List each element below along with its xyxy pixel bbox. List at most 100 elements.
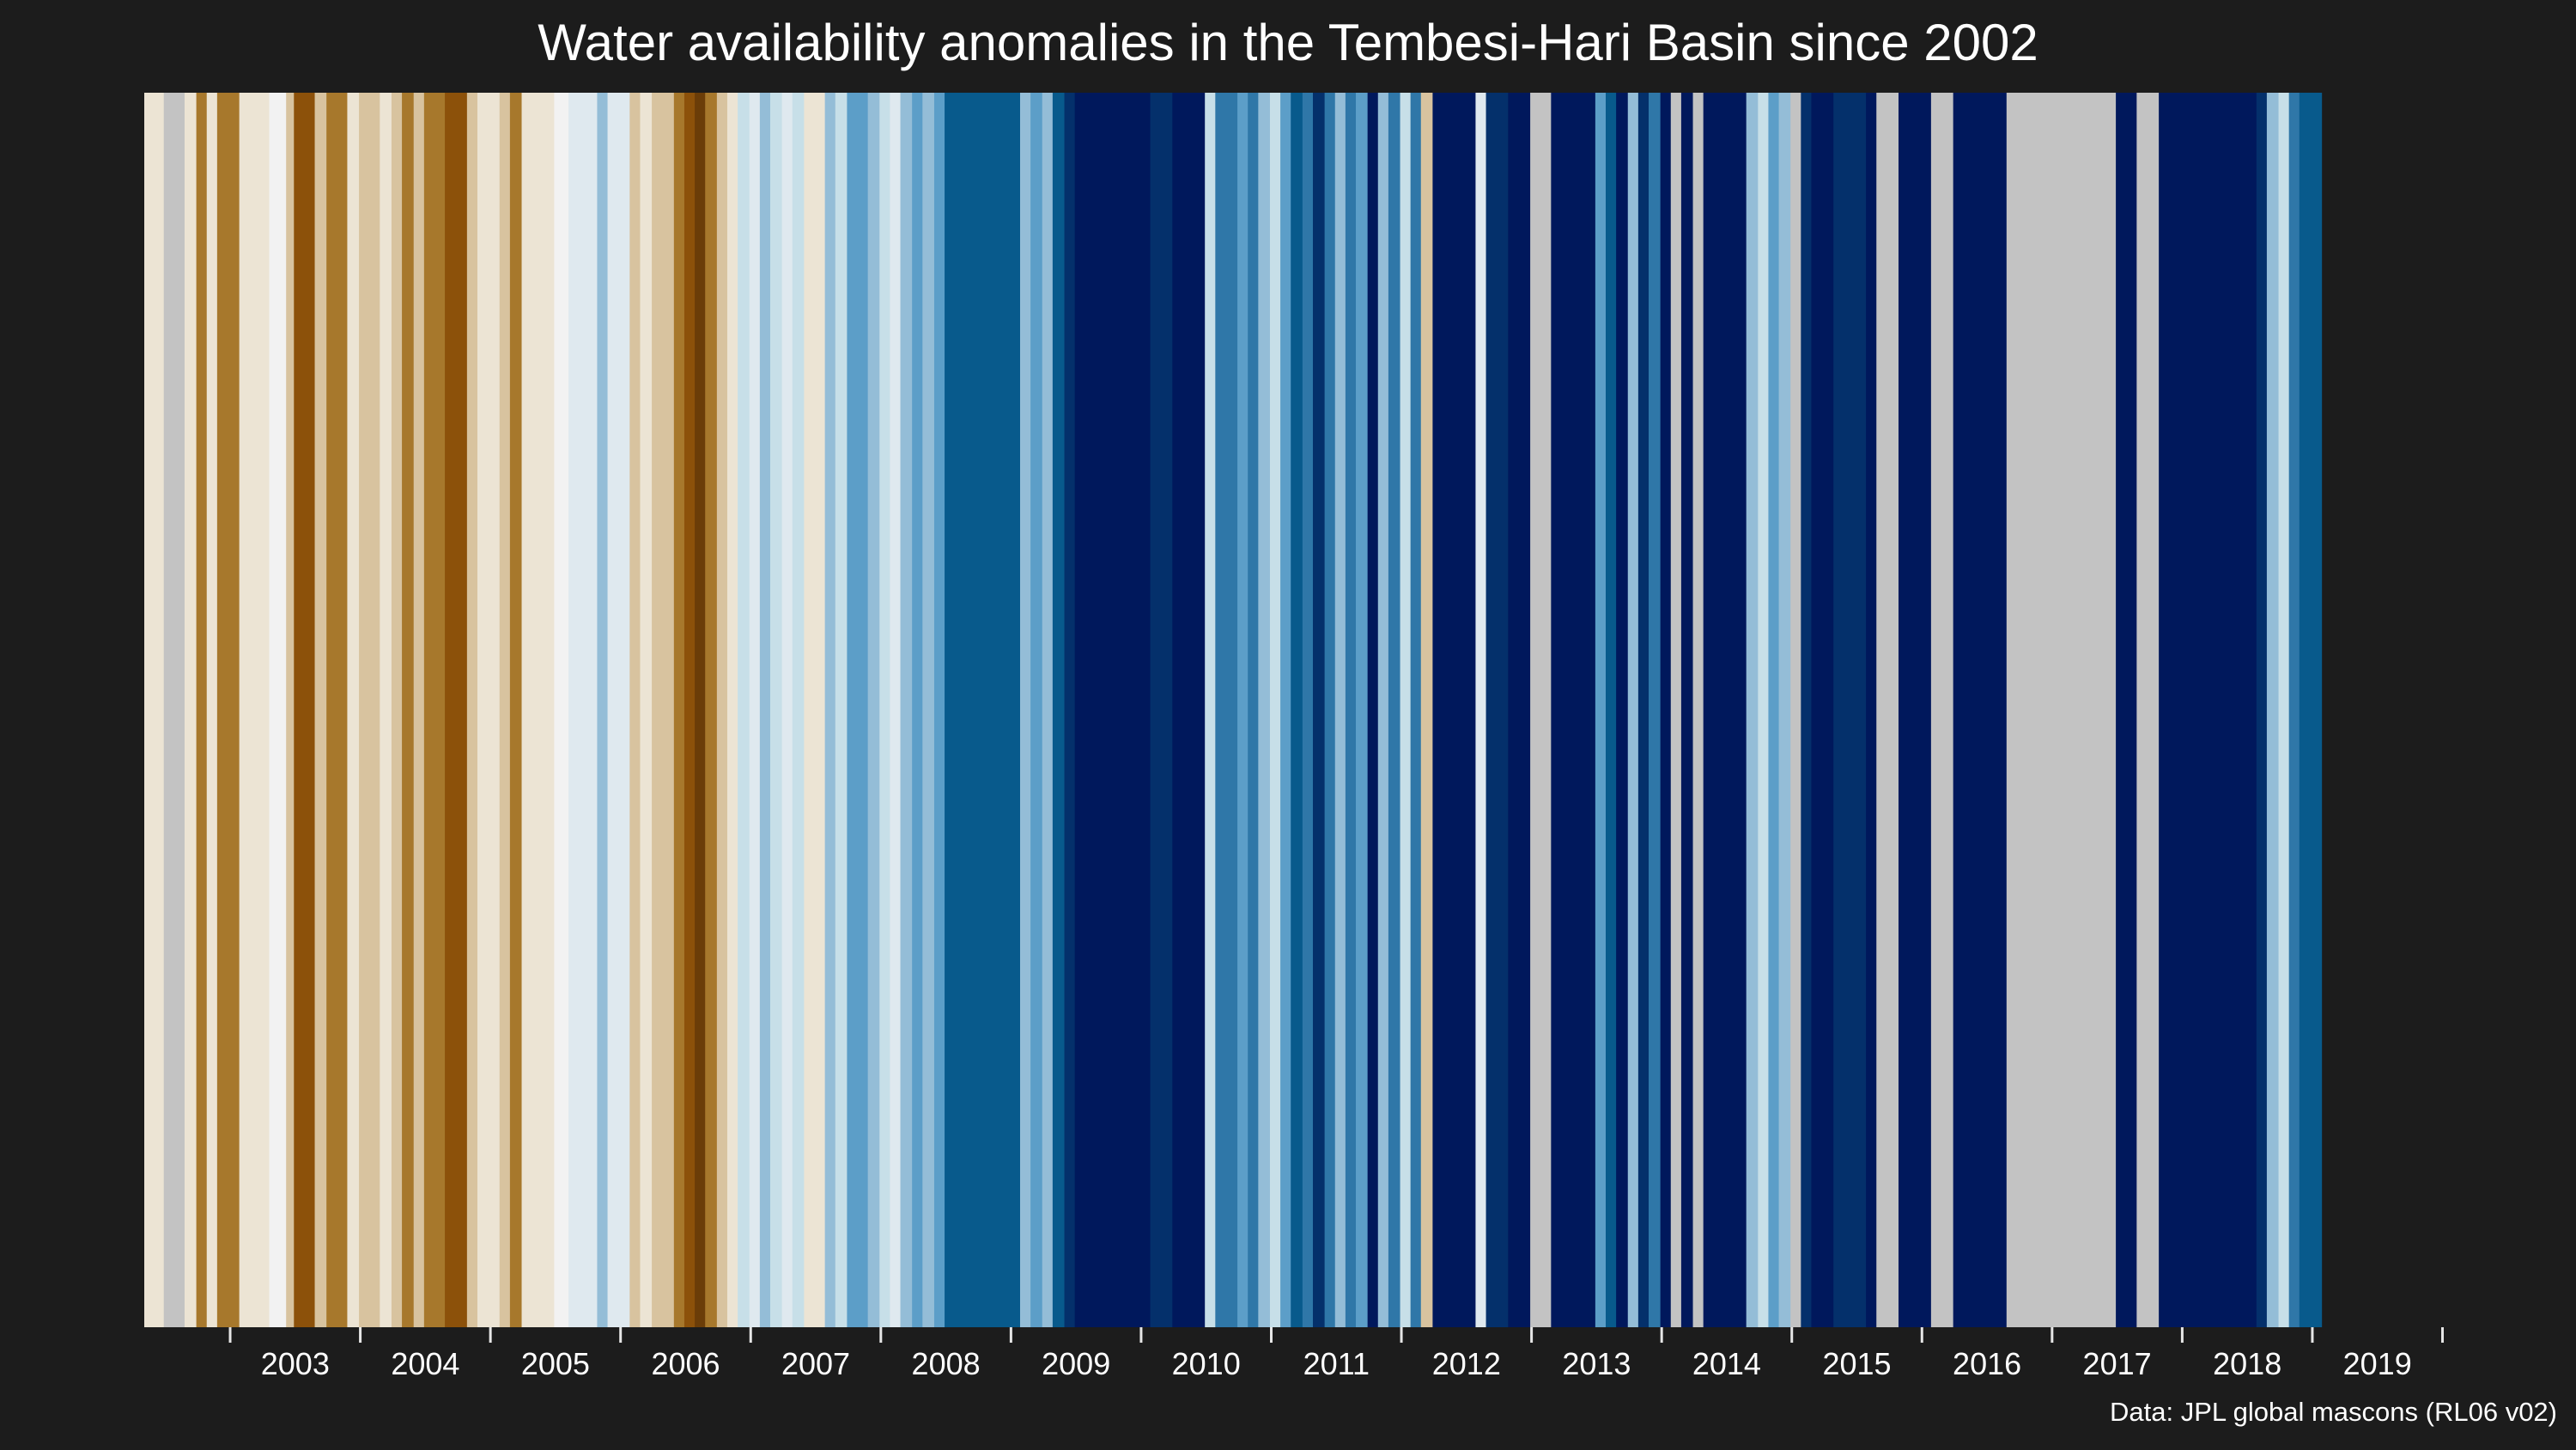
x-tick-label-2006: 2006	[651, 1346, 720, 1381]
stripe-84	[1432, 93, 1477, 1327]
stripe-9	[294, 93, 316, 1327]
stripe-34	[695, 93, 706, 1327]
stripe-120	[2266, 93, 2280, 1327]
stripe-108	[1833, 93, 1867, 1327]
stripe-88	[1530, 93, 1552, 1327]
stripe-47	[847, 93, 869, 1327]
stripe-86	[1485, 93, 1509, 1327]
stripe-20	[466, 93, 478, 1327]
stripe-36	[716, 93, 728, 1327]
stripe-63	[1172, 93, 1206, 1327]
stripe-103	[1768, 93, 1780, 1327]
stripe-119	[2256, 93, 2268, 1327]
stripe-87	[1508, 93, 1531, 1327]
stripe-55	[945, 93, 1021, 1327]
stripe-3	[196, 93, 208, 1327]
stripe-101	[1746, 93, 1759, 1327]
stripe-8	[286, 93, 295, 1327]
x-tick-label-2012: 2012	[1432, 1346, 1501, 1381]
stripe-98	[1680, 93, 1694, 1327]
stripe-48	[867, 93, 880, 1327]
stripe-112	[1930, 93, 1954, 1327]
stripe-24	[521, 93, 556, 1327]
stripe-90	[1595, 93, 1607, 1327]
stripe-6	[239, 93, 270, 1327]
stripe-71	[1291, 93, 1303, 1327]
stripe-13	[359, 93, 380, 1327]
stripe-67	[1248, 93, 1259, 1327]
stripe-45	[824, 93, 836, 1327]
stripe-79	[1377, 93, 1389, 1327]
x-tick-label-2004: 2004	[391, 1346, 459, 1381]
stripe-30	[640, 93, 653, 1327]
stripe-33	[683, 93, 696, 1327]
x-tick-label-2008: 2008	[912, 1346, 981, 1381]
stripe-99	[1692, 93, 1704, 1327]
stripe-73	[1312, 93, 1326, 1327]
stripe-116	[2116, 93, 2137, 1327]
stripe-109	[1866, 93, 1877, 1327]
stripe-95	[1649, 93, 1662, 1327]
stripe-27	[597, 93, 609, 1327]
stripe-44	[804, 93, 826, 1327]
stripe-53	[922, 93, 935, 1327]
stripe-72	[1302, 93, 1314, 1327]
stripe-17	[413, 93, 425, 1327]
stripe-43	[792, 93, 805, 1327]
stripe-100	[1703, 93, 1747, 1327]
stripe-12	[347, 93, 360, 1327]
stripe-83	[1420, 93, 1434, 1327]
stripe-59	[1052, 93, 1066, 1327]
chart-title: Water availability anomalies in the Temb…	[538, 14, 2038, 71]
stripe-75	[1334, 93, 1346, 1327]
stripe-10	[314, 93, 327, 1327]
stripe-118	[2159, 93, 2257, 1327]
stripe-78	[1367, 93, 1379, 1327]
stripe-22	[499, 93, 511, 1327]
x-tick-label-2003: 2003	[261, 1346, 330, 1381]
stripe-70	[1280, 93, 1291, 1327]
stripe-31	[652, 93, 675, 1327]
stripe-82	[1410, 93, 1422, 1327]
x-tick-label-2019: 2019	[2343, 1346, 2412, 1381]
stripe-114	[1963, 93, 2008, 1327]
stripe-74	[1324, 93, 1336, 1327]
stripe-49	[879, 93, 891, 1327]
stripe-23	[509, 93, 523, 1327]
stripe-40	[759, 93, 771, 1327]
stripe-52	[912, 93, 923, 1327]
stripe-29	[629, 93, 641, 1327]
stripe-64	[1205, 93, 1216, 1327]
stripe-111	[1899, 93, 1932, 1327]
stripe-61	[1074, 93, 1151, 1327]
stripe-38	[738, 93, 750, 1327]
stripe-14	[380, 93, 392, 1327]
stripe-41	[769, 93, 783, 1327]
stripe-96	[1660, 93, 1672, 1327]
stripe-97	[1670, 93, 1682, 1327]
stripe-113	[1953, 93, 1965, 1327]
stripe-91	[1606, 93, 1617, 1327]
stripe-80	[1388, 93, 1401, 1327]
stripe-39	[749, 93, 761, 1327]
x-tick-label-2005: 2005	[521, 1346, 590, 1381]
stripe-21	[477, 93, 501, 1327]
stripe-26	[568, 93, 598, 1327]
stripe-2	[184, 93, 197, 1327]
stripe-93	[1627, 93, 1639, 1327]
stripe-117	[2136, 93, 2160, 1327]
stripe-62	[1150, 93, 1173, 1327]
stripe-18	[423, 93, 446, 1327]
stripe-5	[216, 93, 240, 1327]
stripe-16	[402, 93, 415, 1327]
stripe-46	[835, 93, 848, 1327]
x-tick-label-2011: 2011	[1303, 1346, 1370, 1381]
x-tick-label-2010: 2010	[1172, 1346, 1241, 1381]
stripe-115	[2006, 93, 2117, 1327]
stripe-51	[900, 93, 913, 1327]
x-tick-label-2017: 2017	[2083, 1346, 2152, 1381]
stripe-81	[1400, 93, 1412, 1327]
stripe-105	[1790, 93, 1801, 1327]
stripe-104	[1778, 93, 1791, 1327]
